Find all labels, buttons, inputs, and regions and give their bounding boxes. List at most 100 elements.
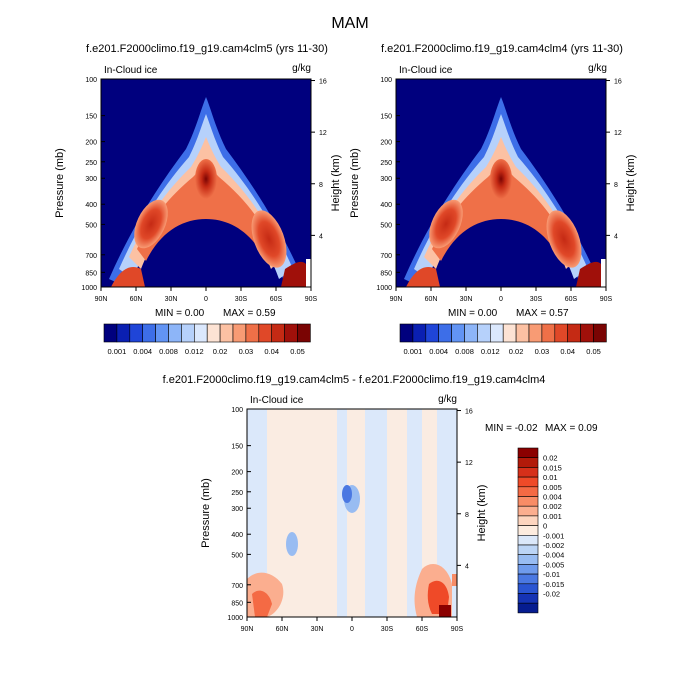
colorbar-swatch [194,323,208,343]
colorbar-swatch [517,447,539,458]
x-tick-label: 60S [270,296,283,303]
colorbar-label: -0.002 [543,541,564,550]
y-tick-label: 100 [231,407,243,414]
colorbar-swatch [477,323,491,343]
colorbar-label: -0.005 [543,560,564,569]
missing-data [306,259,311,287]
contour-core [111,267,145,287]
y-tick-label: 700 [380,253,392,260]
colorbar-label: 0.001 [108,347,127,356]
x-tick-label: 30S [235,296,248,303]
min-label: MIN = 0.00 [155,308,205,319]
colorbar-label: 0.015 [543,463,562,472]
field-label: In-Cloud ice [250,395,304,406]
y-tick-label: 1000 [81,285,97,292]
contour-core [195,159,217,199]
y-tick-label: 150 [380,114,392,121]
colorbar-label: -0.001 [543,531,564,540]
colorbar-label: 0.02 [213,347,228,356]
colorbar-swatch [528,323,543,343]
colorbar-swatch [580,323,594,343]
figure-title: MAM [331,15,368,32]
y-tick-label: 700 [231,583,243,590]
max-label: MAX = 0.09 [545,423,598,434]
missing-data [601,259,606,287]
colorbar-swatch [258,323,273,343]
y2-tick-label: 12 [319,130,327,137]
colorbar-swatch [517,583,539,594]
colorbar-swatch [502,323,517,343]
y-tick-label: 500 [380,222,392,229]
x-tick-label: 60S [416,626,429,633]
colorbar-label: 0.03 [535,347,550,356]
y-tick-label: 1000 [376,285,392,292]
colorbar-swatch [593,323,607,343]
colorbar-swatch [517,515,539,526]
contour-band [452,574,457,586]
y-tick-label: 700 [85,253,97,260]
colorbar-swatch [515,323,530,343]
panel-title: f.e201.F2000climo.f19_g19.cam4clm5 (yrs … [86,43,328,55]
colorbar-label: 0.008 [159,347,178,356]
contour-core [251,210,287,268]
contour-core [281,261,306,287]
colorbar-swatch [517,525,539,536]
y2-tick-label: 12 [614,130,622,137]
y-tick-label: 250 [85,160,97,167]
y-tick-label: 200 [380,140,392,147]
units-label: g/kg [292,63,311,74]
colorbar-label: 0.05 [290,347,305,356]
y-tick-label: 400 [380,202,392,209]
y2-tick-label: 8 [319,182,323,189]
colorbar-swatch [517,564,539,575]
colorbar-label: 0.04 [560,347,575,356]
colorbar-label: -0.004 [543,551,564,560]
colorbar-label: 0.012 [481,347,500,356]
colorbar-swatch [219,323,234,343]
colorbar-swatch [517,496,539,507]
plot-area: 100 150 200 250 300 400 500 700 850 1000 16 12 8 4 90N… [200,407,488,633]
y-tick-label: 850 [380,270,392,277]
y-axis-label: Pressure (mb) [200,478,212,548]
y-tick-label: 300 [85,176,97,183]
plot-area: 100 150 200 250 300 400 500 700 850 1000 16 12 8 4 90N… [54,77,342,303]
colorbar-swatch [284,323,298,343]
colorbar-swatch [438,323,452,343]
x-tick-label: 0 [499,296,503,303]
contour-core [546,210,582,268]
colorbar-swatch [517,505,539,517]
panel-clm5: f.e201.F2000climo.f19_g19.cam4clm5 (yrs … [54,43,342,303]
y-tick-label: 300 [231,506,243,513]
colorbar-clm4: 0.001 0.004 0.008 0.012 0.02 0.03 0.04 0.05 [399,323,607,356]
colorbar-label: -0.015 [543,580,564,589]
y-tick-label: 250 [231,490,243,497]
colorbar-swatch [206,323,221,343]
colorbar-swatch [412,323,427,343]
contour-band [286,532,298,556]
colorbar-label: 0.02 [509,347,524,356]
minmax-2: MIN = -0.02 MAX = 0.09 [485,423,598,434]
colorbar-clm5: 0.001 0.004 0.008 0.012 0.02 0.03 0.04 0.05 [103,323,311,356]
colorbar-swatch [271,323,285,343]
x-tick-label: 60S [565,296,578,303]
contour-band [342,485,352,503]
colorbar-swatch [425,323,439,343]
x-tick-label: 90N [241,626,254,633]
minmax-0: MIN = 0.00 MAX = 0.59 [155,308,276,319]
y2-tick-label: 8 [614,182,618,189]
colorbar-swatch [116,323,131,343]
y-tick-label: 100 [380,77,392,84]
colorbar-swatch [181,323,195,343]
colorbar-swatch [155,323,169,343]
colorbar-label: 0.005 [543,483,562,492]
y2-tick-label: 4 [319,233,323,240]
contour-core [406,267,440,287]
x-tick-label: 60N [425,296,438,303]
min-label: MIN = 0.00 [448,308,498,319]
colorbar-label: 0.002 [543,502,562,511]
y2-tick-label: 16 [465,409,473,416]
y-tick-label: 200 [85,140,97,147]
colorbar-swatch [129,323,143,343]
panel-title: f.e201.F2000climo.f19_g19.cam4clm4 (yrs … [381,43,623,55]
max-label: MAX = 0.57 [516,308,569,319]
